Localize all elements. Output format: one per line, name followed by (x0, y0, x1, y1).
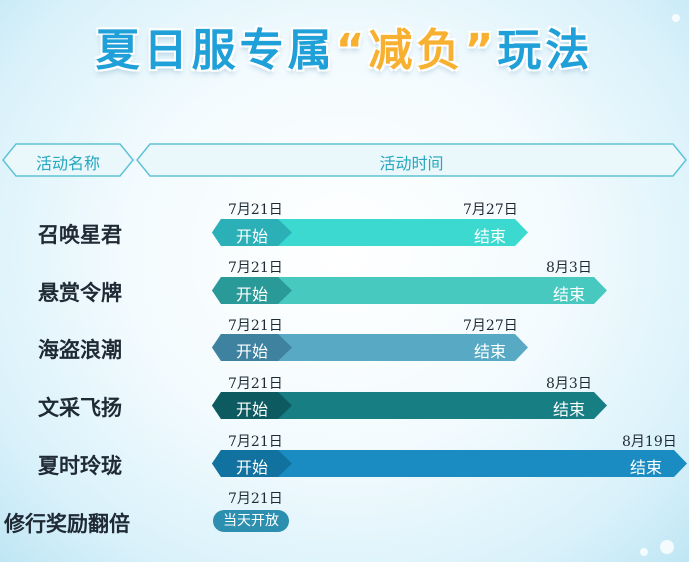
end-date: 8月3日 (546, 260, 592, 276)
header-activity-time: 活动时间 (136, 143, 687, 177)
start-date: 7月21日 (228, 318, 283, 334)
title-part3: 玩法 (497, 25, 594, 76)
start-date: 7月21日 (228, 260, 283, 276)
activity-name: 文采飞扬 (38, 395, 122, 420)
activity-name: 修行奖励翻倍 (4, 511, 130, 536)
page-title: 夏日服专属“减负”玩法 (0, 14, 689, 78)
header-time-label: 活动时间 (379, 154, 444, 173)
end-label: 结束 (474, 227, 507, 246)
end-label: 结束 (630, 458, 663, 477)
end-date: 7月27日 (463, 202, 518, 218)
sparkle-decoration (640, 548, 648, 556)
header-activity-name: 活动名称 (2, 143, 134, 177)
activity-name: 夏时玲珑 (38, 453, 122, 478)
title-highlight: “减负” (335, 25, 498, 76)
sparkle-decoration (660, 540, 674, 554)
end-date: 7月27日 (463, 318, 518, 334)
end-date: 8月19日 (622, 434, 677, 450)
open-today-badge: 当天开放 (213, 510, 289, 532)
sparkle-decoration (672, 14, 680, 22)
end-label: 结束 (553, 400, 586, 419)
end-label: 结束 (474, 342, 507, 361)
title-part1: 夏日服专属 (95, 25, 336, 76)
timeline-bar: 开始 结束 (212, 450, 687, 477)
start-label: 开始 (236, 342, 269, 361)
activity-name: 海盗浪潮 (38, 337, 122, 362)
start-label: 开始 (236, 458, 269, 477)
start-label: 开始 (236, 227, 269, 246)
activity-name: 悬赏令牌 (38, 280, 122, 305)
start-label: 开始 (236, 285, 269, 304)
start-date: 7月21日 (228, 491, 283, 507)
start-label: 开始 (236, 400, 269, 419)
timeline-bar: 开始 结束 (212, 334, 528, 361)
start-date: 7月21日 (228, 434, 283, 450)
end-label: 结束 (553, 285, 586, 304)
timeline-bar: 开始 结束 (212, 219, 528, 246)
end-date: 8月3日 (546, 376, 592, 392)
header-name-label: 活动名称 (35, 154, 100, 173)
timeline-bar: 开始 结束 (212, 277, 607, 304)
start-date: 7月21日 (228, 376, 283, 392)
start-date: 7月21日 (228, 202, 283, 218)
timeline-bar: 开始 结束 (212, 392, 607, 419)
activity-name: 召唤星君 (38, 222, 122, 247)
